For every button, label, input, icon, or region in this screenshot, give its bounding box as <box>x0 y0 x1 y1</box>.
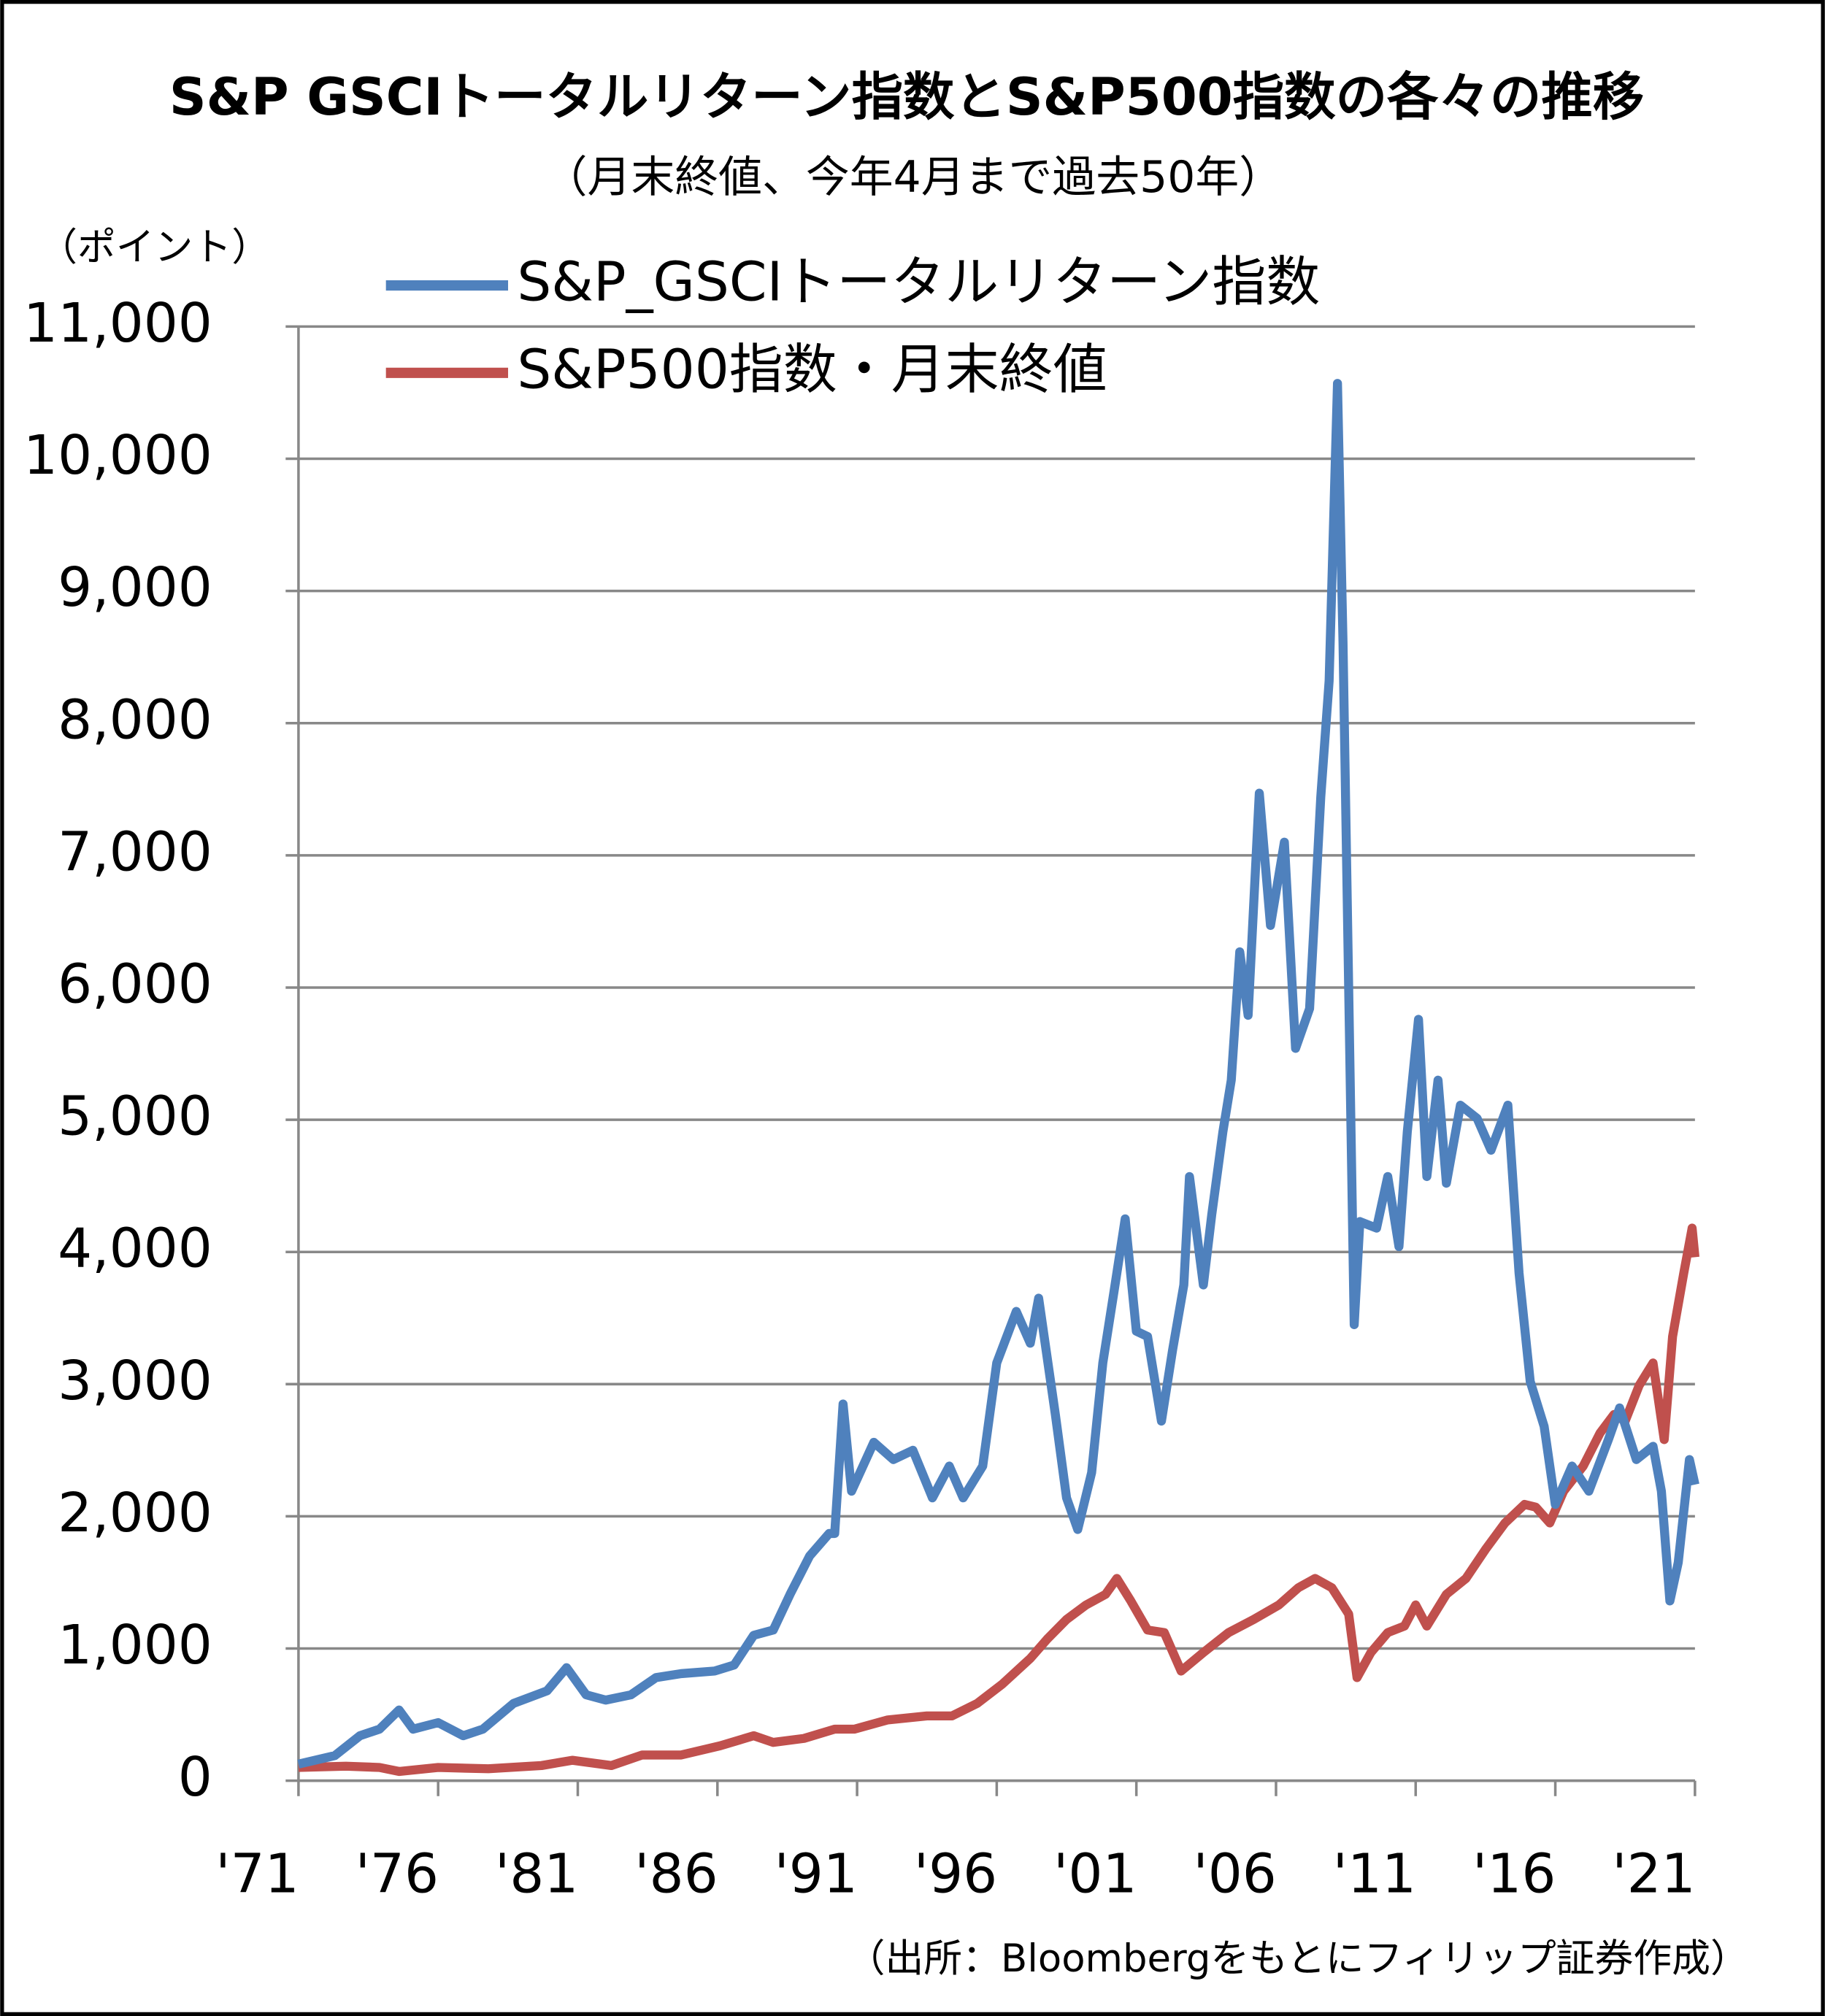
x-tick-label: '76 <box>356 1842 439 1905</box>
x-tick-label: '06 <box>1193 1842 1276 1905</box>
y-axis-label: （ポイント） <box>39 225 270 269</box>
y-tick-label: 5,000 <box>58 1085 212 1148</box>
y-tick-label: 11,000 <box>23 292 212 355</box>
x-tick-label: '01 <box>1053 1842 1137 1905</box>
y-tick-label: 10,000 <box>23 424 212 487</box>
y-tick-label: 6,000 <box>58 953 212 1015</box>
chart-subtitle: （月末終値、今年4月まで過去50年） <box>544 152 1283 203</box>
x-tick-label: '11 <box>1333 1842 1416 1905</box>
x-tick-label: '16 <box>1472 1842 1556 1905</box>
series-line <box>297 379 1699 1769</box>
x-tick-label: '81 <box>495 1842 578 1905</box>
x-tick-label: '91 <box>774 1842 857 1905</box>
y-tick-label: 4,000 <box>58 1217 212 1280</box>
source-note: （出所：Bloombergをもとにフィリップ証券作成） <box>847 1936 1749 1981</box>
y-tick-label: 8,000 <box>58 688 212 751</box>
x-tick-label: '21 <box>1612 1842 1695 1905</box>
y-tick-label: 0 <box>178 1746 212 1809</box>
y-tick-label: 3,000 <box>58 1350 212 1412</box>
x-tick-label: '96 <box>914 1842 997 1905</box>
series-line <box>298 1223 1699 1777</box>
x-tick-label: '86 <box>634 1842 718 1905</box>
x-tick-label: '71 <box>215 1842 299 1905</box>
legend-label: S&P_GSCIトータルリターン指数 <box>517 251 1320 314</box>
chart-title: S&P GSCIトータルリターン指数とS&P500指数の各々の推移 <box>169 67 1644 127</box>
legend-label: S&P500指数・月末終値 <box>517 338 1107 401</box>
y-tick-label: 1,000 <box>58 1614 212 1677</box>
y-tick-label: 7,000 <box>58 820 212 883</box>
y-tick-label: 9,000 <box>58 556 212 619</box>
y-tick-label: 2,000 <box>58 1482 212 1544</box>
